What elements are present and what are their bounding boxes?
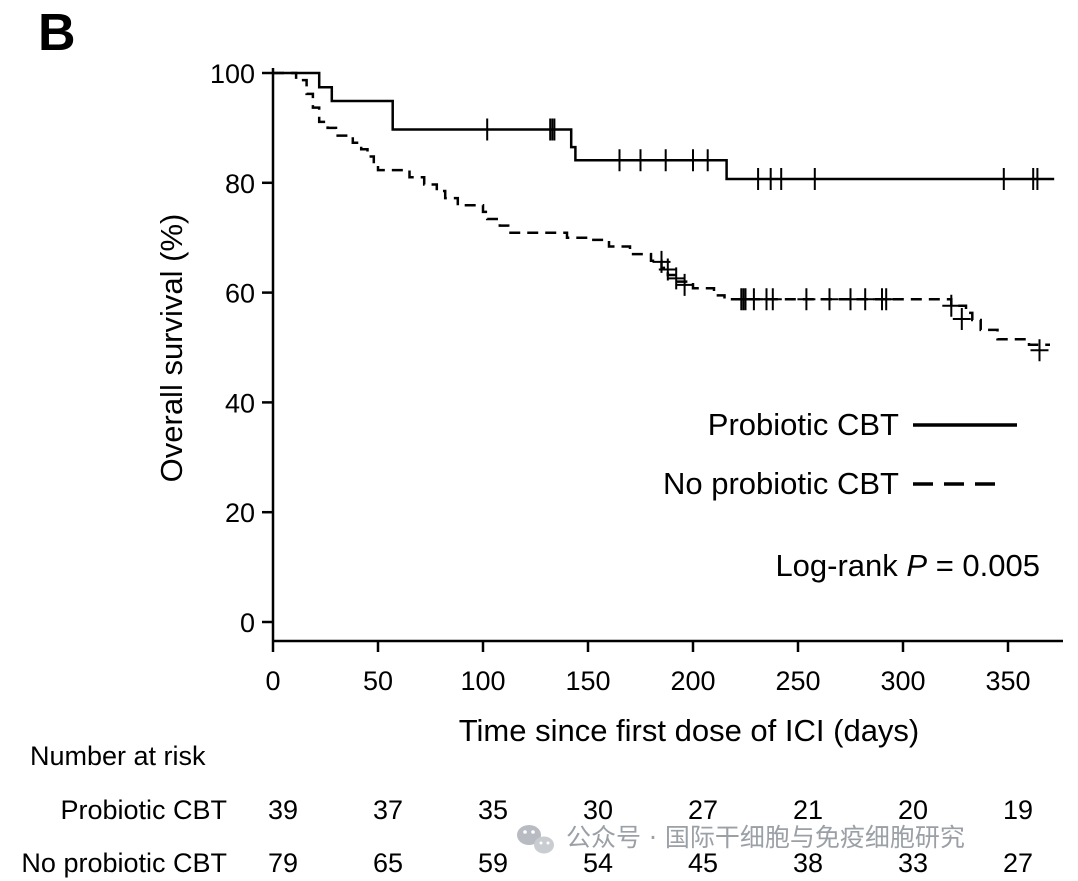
y-axis-title: Overall survival (%) [154,214,189,483]
risk-table-title: Number at risk [30,741,206,771]
y-tick-label: 80 [225,169,255,199]
x-tick-label: 150 [565,666,610,696]
x-tick-label: 50 [363,666,393,696]
censor-mark [478,118,497,141]
censor-mark [797,288,816,311]
y-tick-label: 100 [210,59,255,89]
censor-mark [675,273,694,296]
risk-value: 54 [583,848,613,878]
censor-mark [1030,339,1049,362]
x-tick-label: 200 [670,666,715,696]
x-tick-label: 100 [460,666,505,696]
risk-value: 59 [478,848,508,878]
y-tick-label: 40 [225,388,255,418]
y-tick-label: 20 [225,498,255,528]
risk-value: 37 [373,795,403,825]
censor-mark [698,149,717,172]
wechat-icon [517,825,554,854]
series-line-probiotic [273,71,1055,181]
censor-mark [545,118,564,141]
x-tick-label: 350 [985,666,1030,696]
risk-value: 30 [583,795,613,825]
y-tick-label: 60 [225,279,255,309]
risk-value: 27 [1003,848,1033,878]
y-tick-label: 0 [240,608,255,638]
risk-value: 38 [793,848,823,878]
x-tick-label: 300 [880,666,925,696]
watermark-text: 公众号 · 国际干细胞与免疫细胞研究 [566,823,965,852]
censor-mark [994,167,1013,190]
x-axis-title: Time since first dose of ICI (days) [459,713,920,748]
censor-mark [667,267,686,290]
risk-value: 20 [898,795,928,825]
risk-values: 39 37 35 30 27 21 20 19 79 65 59 54 45 38 33 27 [268,795,1033,878]
risk-row-label-no-probiotic: No probiotic CBT [21,848,227,878]
legend-label-probiotic: Probiotic CBT [708,407,899,442]
x-tick-label: 0 [265,666,280,696]
risk-value: 65 [373,848,403,878]
series-line-no-probiotic [273,71,1050,347]
risk-value: 33 [898,848,928,878]
risk-value: 19 [1003,795,1033,825]
risk-value: 21 [793,795,823,825]
series-layer [273,71,1055,362]
censor-mark [820,288,839,311]
risk-value: 35 [478,795,508,825]
censor-mark [952,307,971,330]
censor-mark [772,167,791,190]
risk-value: 79 [268,848,298,878]
censor-mark [877,288,896,311]
risk-value: 45 [688,848,718,878]
risk-row-label-probiotic: Probiotic CBT [60,795,227,825]
censor-mark [763,288,782,311]
legend: Probiotic CBT No probiotic CBT [663,407,1017,501]
x-tick-label: 250 [775,666,820,696]
panel-label: B [38,4,76,62]
watermark: 公众号 · 国际干细胞与免疫细胞研究 [517,823,965,854]
risk-value: 39 [268,795,298,825]
censor-mark [610,149,629,172]
log-rank-annotation: Log-rank P = 0.005 [775,548,1040,583]
censor-mark [631,149,650,172]
axes: 0 20 40 60 80 100 0 50 100 150 200 250 300 350 [210,59,1063,696]
censor-mark [1028,167,1047,190]
censor-mark [805,167,824,190]
censor-mark [856,288,875,311]
censor-mark [658,258,677,281]
legend-label-no-probiotic: No probiotic CBT [663,466,899,501]
censor-mark [656,149,675,172]
censor-mark [942,294,961,317]
risk-table: Number at risk Probiotic CBT No probioti… [21,741,1033,878]
risk-value: 27 [688,795,718,825]
